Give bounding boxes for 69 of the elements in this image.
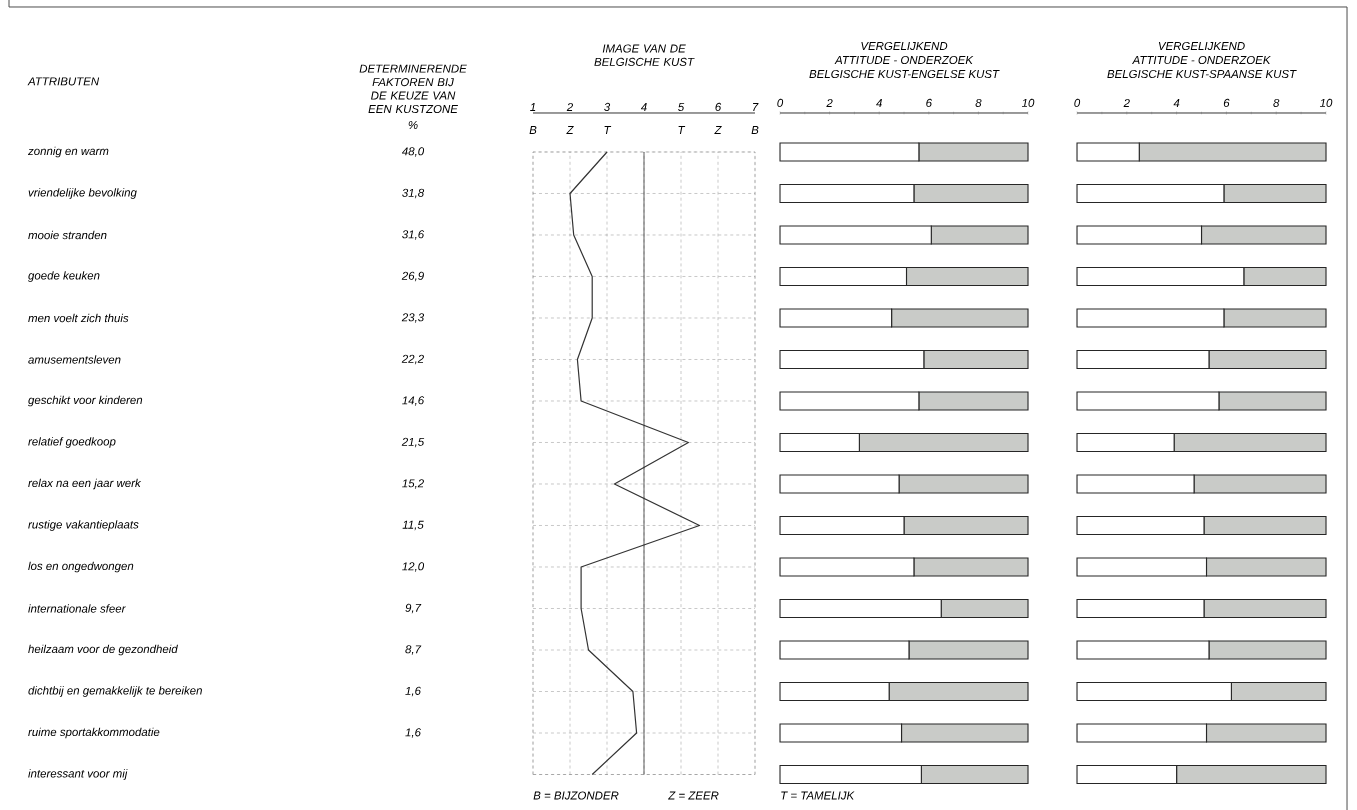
text: T <box>604 126 612 134</box>
text: Z <box>714 126 722 134</box>
category-label: rustige vakantieplaats <box>28 520 139 531</box>
x-tick-label: 2 <box>826 98 833 107</box>
x-tick-label: 0 <box>1074 98 1081 107</box>
x-tick-label: 7 <box>753 103 759 111</box>
x-tick-label: 8 <box>1273 98 1280 107</box>
x-tick-label: 10 <box>1021 98 1035 107</box>
data-label: 23,3 <box>401 313 425 323</box>
x-tick-label: 6 <box>715 102 722 111</box>
x-tick-label: 3 <box>604 102 611 111</box>
x-tick-label: 6 <box>1223 98 1230 107</box>
data-label: 22,2 <box>401 354 424 365</box>
category-label: men voelt zich thuis <box>28 313 129 323</box>
x-tick-label: 4 <box>1173 99 1180 107</box>
category-label: los en ongedwongen <box>28 561 134 573</box>
data-label: 31,6 <box>402 230 425 240</box>
chart-subtitle: ATTITUDE - ONDERZOEK <box>834 55 974 65</box>
data-label: 48,0 <box>401 147 425 157</box>
data-label: 1,6 <box>405 686 421 697</box>
x-tick-label: 6 <box>926 98 932 107</box>
chart-title: VERGELIJKEND <box>861 41 948 51</box>
category-label: relatief goedkoop <box>28 437 116 448</box>
chart-title: VERGELIJKEND <box>1158 41 1245 51</box>
data-label: 8,7 <box>405 645 422 655</box>
text: T <box>678 126 686 134</box>
x-axis-title: BELGISCHE KUST-ENGELSE KUST <box>809 69 1000 79</box>
x-tick-label: 5 <box>678 102 685 111</box>
text: B <box>529 126 537 134</box>
text: Z = ZEER <box>668 791 719 800</box>
data-label: 9,7 <box>405 603 422 614</box>
text: B <box>751 126 759 134</box>
category-label: internationale sfeer <box>28 604 126 613</box>
x-tick-label: 8 <box>975 98 982 107</box>
category-label: ruime sportakkommodatie <box>28 727 160 739</box>
x-tick-label: 10 <box>1319 98 1333 107</box>
category-label: dichtbij en gemakkelijk te bereiken <box>28 686 202 697</box>
category-label: zonnig en warm <box>27 146 109 158</box>
x-tick-label: 4 <box>640 103 647 111</box>
data-label: 26,9 <box>401 271 424 282</box>
chart-subtitle: ATTITUDE - ONDERZOEK <box>1132 55 1271 65</box>
data-label: 21,5 <box>401 437 425 448</box>
x-tick-label: 1 <box>530 103 536 111</box>
x-axis-title: BELGISCHE KUST-SPAANSE KUST <box>1107 69 1297 79</box>
data-label: 15,2 <box>402 479 424 489</box>
data-label: 31,8 <box>402 188 425 199</box>
category-label: relax na een jaar werk <box>28 478 142 490</box>
category-label: vriendelijke bevolking <box>28 188 137 199</box>
text: % <box>408 120 418 129</box>
x-tick-label: 0 <box>777 98 784 107</box>
data-label: 1,6 <box>405 728 421 738</box>
category-label: interessant voor mij <box>28 769 128 780</box>
chart-title: IMAGE VAN DE BELGISCHE KUST <box>594 44 695 66</box>
x-tick-label: 4 <box>876 99 882 107</box>
text: DETERMINERENDE FAKTOREN BIJ DE KEUZE VAN EEN KUSTZONE <box>359 64 467 114</box>
category-label: geschikt voor kinderen <box>28 395 143 407</box>
data-label: 14,6 <box>402 396 425 406</box>
x-tick-label: 2 <box>1123 98 1130 107</box>
data-label: 12,0 <box>402 562 425 572</box>
text: B = BIJZONDER <box>533 791 619 800</box>
category-label: mooie stranden <box>28 230 107 240</box>
category-label: amusementsleven <box>28 355 121 364</box>
text: Z <box>566 126 574 134</box>
data-label: 11,5 <box>402 520 424 531</box>
text: ATTRIBUTEN <box>27 77 100 86</box>
category-label: heilzaam voor de gezondheid <box>28 644 178 656</box>
annotation: T = TAMELIJK <box>781 791 855 800</box>
category-label: goede keuken <box>28 271 100 282</box>
x-tick-label: 2 <box>566 102 574 111</box>
